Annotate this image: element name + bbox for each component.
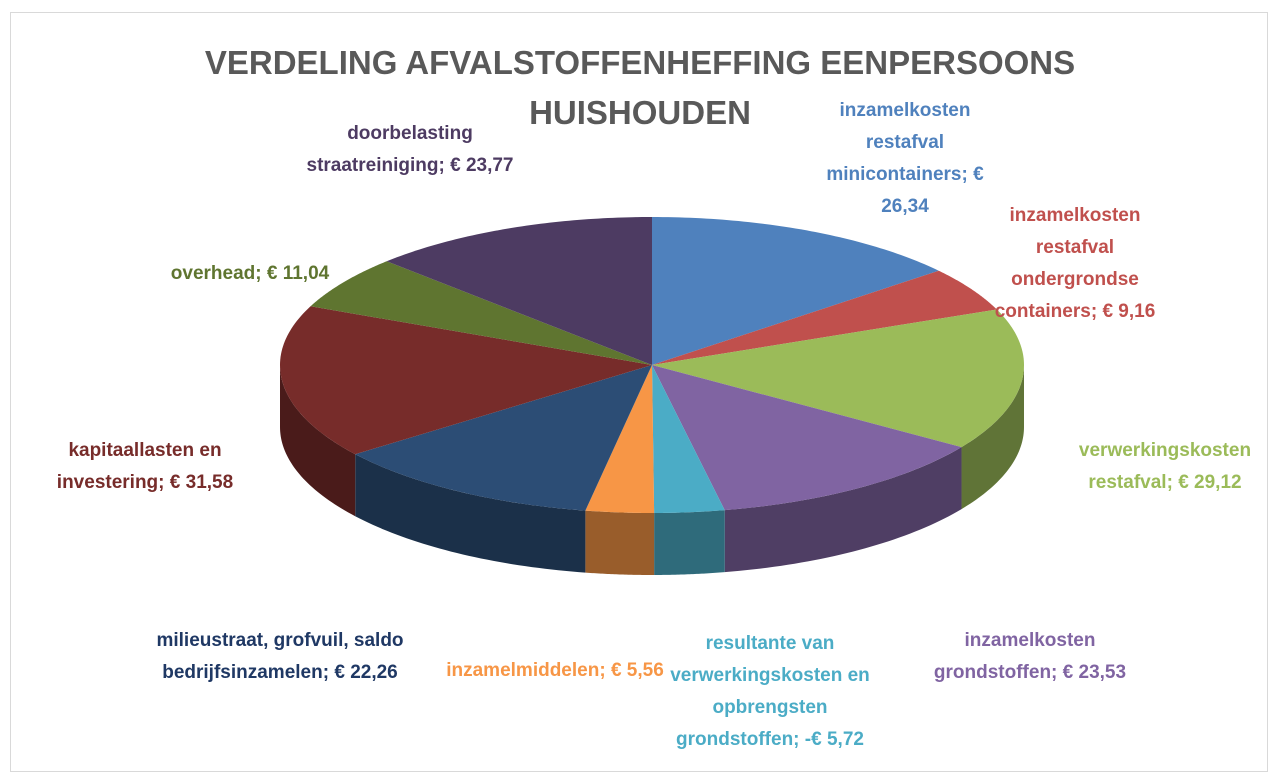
slice	[652, 309, 1024, 448]
category-label: verwerkingskosten restafval;	[1078, 440, 1252, 493]
slice	[310, 261, 652, 365]
chart	[280, 217, 1024, 575]
slice	[652, 365, 725, 513]
slice	[386, 217, 652, 365]
chart-title: VERDELING AFVALSTOFFENHEFFING EENPERSOON…	[204, 44, 1076, 131]
page: VERDELING AFVALSTOFFENHEFFING EENPERSOON…	[10, 12, 1280, 772]
value-label: € 22,26	[334, 662, 398, 683]
slice	[652, 365, 962, 511]
slice	[652, 217, 939, 365]
data-label: overhead; € 11,04	[120, 258, 380, 290]
category-label: doorbelasting straatreiniging;	[306, 123, 473, 176]
value-label: -€ 5,72	[804, 729, 864, 750]
category-label: milieustraat, grofvuil, saldo bedrijfsin…	[156, 630, 404, 683]
category-label: inzamelkosten restafval minicontainers;	[826, 100, 971, 185]
value-label: € 5,56	[610, 660, 664, 681]
slice-side	[280, 365, 356, 517]
slice-side	[355, 454, 586, 573]
slice	[585, 365, 655, 513]
value-label: € 26,34	[881, 164, 984, 217]
data-label: resultante van verwerkingskosten en opbr…	[670, 628, 870, 756]
slice	[280, 306, 652, 455]
value-label: € 29,12	[1178, 472, 1242, 493]
category-label: kapitaallasten en investering;	[56, 440, 222, 493]
value-label: € 23,77	[450, 155, 514, 176]
data-label: verwerkingskosten restafval; € 29,12	[1050, 435, 1280, 499]
value-label: € 23,53	[1062, 662, 1127, 683]
data-label: kapitaallasten en investering; € 31,58	[30, 435, 260, 499]
slice-side	[654, 510, 725, 575]
slice	[355, 365, 652, 511]
data-label: inzamelkosten restafval ondergrondse con…	[975, 200, 1175, 328]
data-label: inzamelkosten restafval minicontainers; …	[805, 95, 1005, 223]
value-label: € 31,58	[169, 472, 234, 493]
data-label: inzamelmiddelen; € 5,56	[445, 655, 665, 687]
value-label: € 11,04	[266, 263, 330, 284]
category-label: inzamelkosten grondstoffen;	[933, 630, 1096, 683]
category-label: resultante van verwerkingskosten en opbr…	[670, 633, 870, 750]
slice	[652, 270, 997, 365]
data-label: doorbelasting straatreiniging; € 23,77	[300, 118, 520, 182]
data-label: inzamelkosten grondstoffen; € 23,53	[905, 625, 1155, 689]
category-label: inzamelkosten restafval ondergrondse con…	[994, 205, 1141, 322]
category-label: inzamelmiddelen;	[446, 660, 606, 681]
data-label: milieustraat, grofvuil, saldo bedrijfsin…	[145, 625, 415, 689]
value-label: € 9,16	[1102, 301, 1156, 322]
slice-side	[961, 365, 1024, 510]
slice-side	[585, 510, 655, 575]
category-label: overhead;	[170, 263, 262, 284]
slice-side	[724, 447, 962, 573]
